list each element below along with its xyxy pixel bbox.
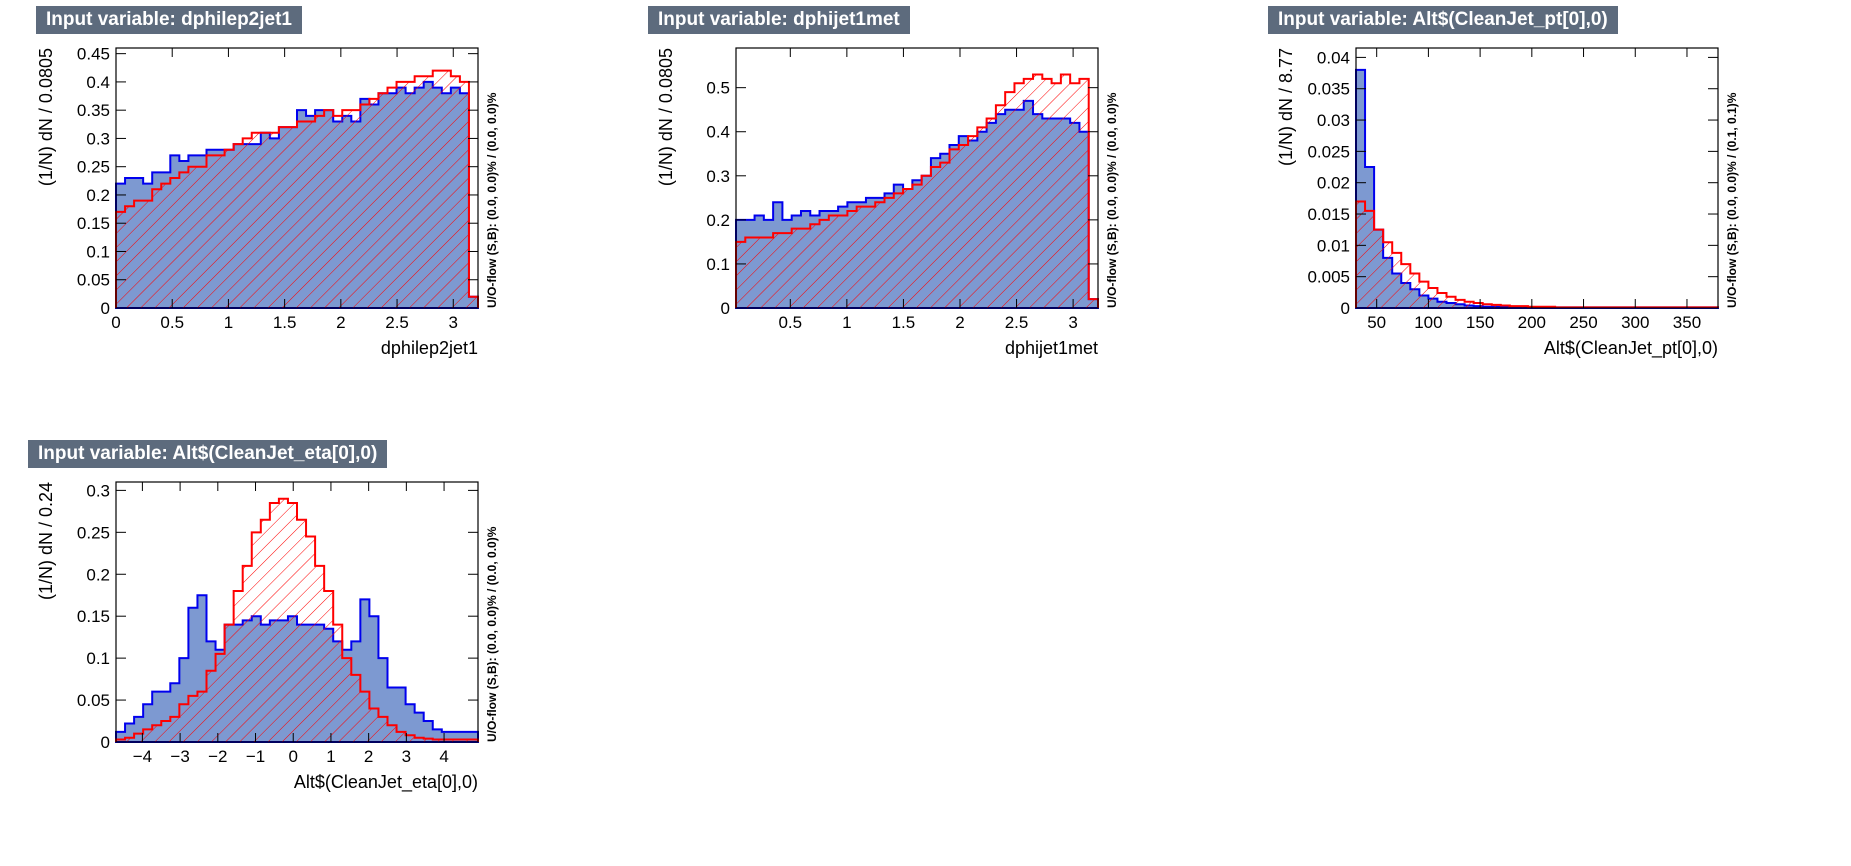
- x-tick-label: 3: [449, 313, 458, 332]
- y-tick-label: 0.05: [77, 691, 110, 710]
- y-tick-label: 0.1: [86, 242, 110, 261]
- chart-title: Input variable: dphilep2jet1: [36, 6, 302, 34]
- background-histogram: [735, 73, 1099, 308]
- x-tick-label: 1: [326, 747, 335, 766]
- x-tick-label: 1.5: [892, 313, 916, 332]
- y-tick-label: 0.45: [77, 45, 110, 64]
- y-tick-label: 0.5: [706, 79, 730, 98]
- y-tick-label: 0.005: [1307, 268, 1350, 287]
- x-tick-label: 100: [1414, 313, 1442, 332]
- plot-frame: [115, 481, 479, 743]
- x-tick-label: 0: [288, 747, 297, 766]
- y-tick-label: 0.15: [77, 607, 110, 626]
- x-tick-label: 150: [1466, 313, 1494, 332]
- chart-plot-area: 50 100 150 200 250 300 350 0 0.005 0.01 0.015 0.02 0…: [1276, 47, 1739, 359]
- y-tick-label: 0.2: [86, 186, 110, 205]
- y-axis-label: (1/N) dN / 8.77: [1276, 48, 1296, 166]
- y-tick-label: 0.25: [77, 158, 110, 177]
- x-tick-label: 0.5: [778, 313, 802, 332]
- background-hatch: [736, 74, 1098, 309]
- x-tick-label: 50: [1367, 313, 1386, 332]
- y-tick-label: 0: [101, 733, 110, 752]
- overflow-label: U/O-flow (S,B): (0.0, 0.0)% / (0.0, 0.0)…: [1105, 92, 1119, 308]
- y-tick-label: 0.4: [706, 123, 730, 142]
- y-tick-label: 0.1: [86, 649, 110, 668]
- y-tick-label: 0.3: [706, 167, 730, 186]
- y-tick-label: 0.025: [1307, 142, 1350, 161]
- x-tick-label: −4: [133, 747, 152, 766]
- y-tick-label: 0.05: [77, 271, 110, 290]
- y-axis-label: (1/N) dN / 0.0805: [36, 48, 56, 186]
- y-tick-label: 0.2: [86, 565, 110, 584]
- x-tick-label: 2.5: [1005, 313, 1029, 332]
- plot-frame: [735, 47, 1099, 309]
- y-tick-label: 0: [721, 299, 730, 318]
- y-tick-label: 0.25: [77, 523, 110, 542]
- chart-title: Input variable: Alt$(CleanJet_pt[0],0): [1268, 6, 1618, 34]
- x-tick-label: 0: [111, 313, 120, 332]
- chart-plot-area: −4 −3 −2 −1 0 1 2 3 4 0 0.05 0.1 0.15 0.2 0.25 0.3 Alt$(…: [36, 481, 499, 793]
- overflow-label: U/O-flow (S,B): (0.0, 0.0)% / (0.0, 0.0)…: [485, 526, 499, 742]
- plot-frame: [1355, 47, 1719, 309]
- x-axis-label: Alt$(CleanJet_pt[0],0): [1544, 338, 1718, 359]
- background-histogram: [115, 497, 479, 742]
- y-tick-label: 0.3: [86, 481, 110, 500]
- y-tick-label: 0.035: [1307, 80, 1350, 99]
- y-tick-label: 0.015: [1307, 205, 1350, 224]
- x-tick-label: 3: [402, 747, 411, 766]
- y-tick-label: 0.2: [706, 211, 730, 230]
- y-axis-label: (1/N) dN / 0.0805: [656, 48, 676, 186]
- x-tick-label: 300: [1621, 313, 1649, 332]
- x-tick-label: 350: [1673, 313, 1701, 332]
- x-tick-label: 1: [842, 313, 851, 332]
- chart-title: Input variable: dphijet1met: [648, 6, 910, 34]
- x-axis-label: dphilep2jet1: [381, 338, 478, 358]
- overflow-label: U/O-flow (S,B): (0.0, 0.0)% / (0.0, 0.0)…: [485, 92, 499, 308]
- y-tick-label: 0.15: [77, 214, 110, 233]
- x-tick-label: −1: [246, 747, 265, 766]
- background-hatch: [1356, 201, 1718, 308]
- y-tick-label: 0: [101, 299, 110, 318]
- y-tick-label: 0.3: [86, 129, 110, 148]
- plot-frame: [115, 47, 479, 309]
- x-tick-label: 2: [364, 747, 373, 766]
- x-tick-label: 3: [1068, 313, 1077, 332]
- chart-plot-area: 0.5 1 1.5 2 2.5 3 0 0.1 0.2 0.3 0.4 0.5 dphijet1met (…: [656, 47, 1119, 358]
- y-tick-label: 0.04: [1317, 48, 1350, 67]
- chart-plot-area: 0 0.5 1 1.5 2 2.5 3 0 0.05 0.1 0.15 0.2 0.25 0.3 0.35 0…: [36, 45, 499, 358]
- x-tick-label: −3: [170, 747, 189, 766]
- x-tick-label: 2: [336, 313, 345, 332]
- y-axis-label: (1/N) dN / 0.24: [36, 482, 56, 600]
- y-tick-label: 0: [1341, 299, 1350, 318]
- x-axis-label: dphijet1met: [1005, 338, 1098, 358]
- y-tick-label: 0.02: [1317, 174, 1350, 193]
- x-tick-label: −2: [208, 747, 227, 766]
- x-tick-label: 200: [1518, 313, 1546, 332]
- x-tick-label: 0.5: [160, 313, 184, 332]
- y-tick-label: 0.4: [86, 73, 110, 92]
- background-histogram: [115, 69, 479, 308]
- x-tick-label: 1.5: [273, 313, 297, 332]
- y-tick-label: 0.35: [77, 101, 110, 120]
- x-tick-label: 4: [439, 747, 448, 766]
- x-tick-label: 2: [955, 313, 964, 332]
- x-tick-label: 250: [1569, 313, 1597, 332]
- y-tick-label: 0.01: [1317, 236, 1350, 255]
- overflow-label: U/O-flow (S,B): (0.0, 0.0)% / (0.1, 0.1)…: [1725, 92, 1739, 308]
- chart-title: Input variable: Alt$(CleanJet_eta[0],0): [28, 440, 388, 468]
- y-tick-label: 0.03: [1317, 111, 1350, 130]
- x-tick-label: 1: [224, 313, 233, 332]
- x-tick-label: 2.5: [385, 313, 409, 332]
- x-axis-label: Alt$(CleanJet_eta[0],0): [294, 772, 478, 793]
- background-hatch: [116, 70, 478, 308]
- y-tick-label: 0.1: [706, 255, 730, 274]
